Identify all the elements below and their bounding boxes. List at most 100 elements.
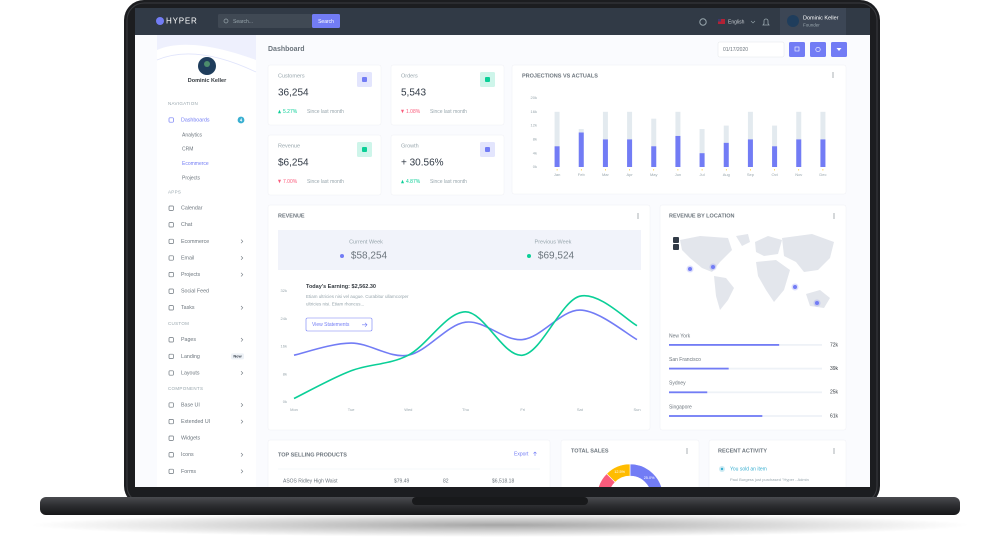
bar: [699, 153, 705, 167]
search-button[interactable]: [312, 14, 340, 28]
map-zoom-button[interactable]: [673, 237, 679, 243]
map-zoom-button[interactable]: [673, 244, 679, 250]
menu-item[interactable]: Ecommerce: [181, 239, 209, 245]
x-tick-label: Wed: [404, 407, 412, 412]
statements-button[interactable]: [305, 317, 373, 332]
section-title: APPS: [168, 189, 181, 194]
menu-item[interactable]: Dashboards: [181, 117, 210, 123]
menu-dot[interactable]: [833, 452, 835, 454]
card: [560, 439, 700, 487]
card: [390, 64, 505, 126]
menu-item[interactable]: Projects: [181, 272, 200, 278]
stat-value: 5,543: [401, 88, 426, 99]
y-tick-label: 4k: [533, 150, 537, 155]
location-name: Sydney: [669, 381, 686, 387]
location-name: San Francisco: [669, 357, 701, 363]
location-value: 39k: [830, 366, 839, 372]
submenu-item[interactable]: Projects: [182, 176, 201, 182]
menu-item[interactable]: Base UI: [181, 402, 200, 408]
card: [390, 134, 505, 196]
menu-dot[interactable]: [833, 215, 835, 217]
stat-note: Since last month: [430, 179, 467, 185]
menu-dot[interactable]: [833, 450, 835, 452]
activity-icon-dot: [720, 467, 724, 471]
shadow: [30, 513, 970, 537]
menu-item[interactable]: Pages: [181, 337, 196, 343]
menu-icon: [168, 272, 174, 278]
calendar-icon: [794, 46, 800, 52]
menu-item[interactable]: Chat: [181, 222, 193, 228]
stat-icon: [485, 77, 490, 82]
submenu-item[interactable]: CRM: [182, 147, 193, 153]
menu-dot[interactable]: [686, 448, 688, 450]
menu-item[interactable]: Tasks: [181, 305, 195, 311]
menu-item[interactable]: Icons: [181, 452, 194, 458]
chart-title: TOTAL SALES: [571, 448, 609, 454]
menu-dot[interactable]: [832, 74, 834, 76]
menu-item[interactable]: Email: [181, 255, 194, 261]
x-tick-label: May: [650, 172, 658, 177]
menu-dot[interactable]: [833, 213, 835, 215]
menu-dot[interactable]: [832, 76, 834, 78]
legend-dot: [527, 254, 531, 258]
map-land: [755, 236, 782, 256]
summary-label: Previous Week: [535, 239, 572, 245]
bar: [796, 139, 802, 167]
menu-dot[interactable]: [637, 213, 639, 215]
menu-arrow: [240, 402, 244, 408]
search-button-label: Search: [318, 19, 334, 25]
menu-icon: [168, 205, 174, 211]
export-link[interactable]: Export: [514, 451, 529, 457]
map-marker: [793, 285, 797, 289]
search-placeholder: Search...: [233, 19, 253, 25]
header-button[interactable]: [789, 42, 805, 57]
menu-dot[interactable]: [833, 217, 835, 219]
x-tick-label: Feb: [578, 172, 586, 177]
menu-icon: [168, 117, 174, 123]
search-box[interactable]: [218, 14, 312, 28]
menu-arrow: [240, 272, 244, 277]
menu-dot[interactable]: [637, 217, 639, 219]
menu-dot[interactable]: [637, 215, 639, 217]
menu-item[interactable]: Calendar: [181, 206, 203, 212]
menu-dot[interactable]: [832, 72, 834, 74]
menu-icon: [168, 238, 174, 244]
profile-name: Dominic Keller: [188, 78, 227, 84]
sidebar: [157, 35, 256, 487]
menu-icon: [168, 353, 174, 359]
menu-item[interactable]: Layouts: [181, 370, 200, 376]
menu-dot[interactable]: [833, 448, 835, 450]
button-arrow: [362, 322, 368, 328]
menu-dot[interactable]: [686, 450, 688, 452]
menu-item[interactable]: Forms: [181, 469, 196, 475]
menu-badge-label: New: [233, 354, 242, 359]
x-tick-label: Tue: [348, 407, 356, 412]
menu-item[interactable]: Widgets: [181, 436, 200, 442]
map-marker: [688, 267, 692, 271]
screen: HYPER Search... Search English Dominic Kelle…: [135, 8, 870, 487]
earning-title: Today's Earning: $2,562.30: [306, 284, 376, 290]
location-name: Singapore: [669, 404, 692, 410]
menu-item[interactable]: Landing: [181, 354, 200, 360]
user-role: Founder: [803, 23, 820, 28]
menu-item[interactable]: Social Feed: [181, 289, 209, 295]
chart-title: REVENUE: [278, 213, 305, 219]
progress-track: [669, 367, 822, 370]
date-input[interactable]: [717, 41, 785, 58]
submenu-item[interactable]: Analytics: [182, 132, 203, 138]
header-button[interactable]: [810, 42, 826, 57]
submenu-item[interactable]: Ecommerce: [182, 161, 209, 167]
menu-dot[interactable]: [686, 452, 688, 454]
filter-icon: [836, 48, 842, 51]
table-cell: 82: [443, 478, 449, 484]
menu-item[interactable]: Extended UI: [181, 419, 210, 425]
menu-arrow: [240, 305, 244, 310]
stat-note: Since last month: [430, 109, 467, 115]
menu-badge: [231, 353, 244, 360]
summary-total: $58,254: [351, 251, 388, 262]
table-cell: $6,518.18: [492, 478, 514, 484]
y-tick-label: 20k: [531, 95, 537, 100]
settings-icon[interactable]: [699, 18, 707, 26]
bell-icon[interactable]: [762, 18, 770, 26]
